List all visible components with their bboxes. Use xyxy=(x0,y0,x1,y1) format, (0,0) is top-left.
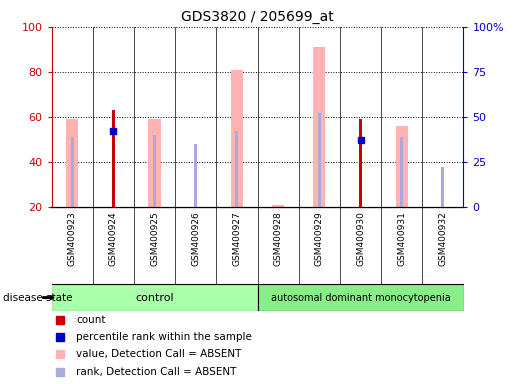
Text: GSM400923: GSM400923 xyxy=(67,211,77,266)
Title: GDS3820 / 205699_at: GDS3820 / 205699_at xyxy=(181,10,334,25)
Bar xyxy=(153,135,156,207)
Bar xyxy=(318,113,321,207)
Text: count: count xyxy=(76,314,106,325)
Text: rank, Detection Call = ABSENT: rank, Detection Call = ABSENT xyxy=(76,366,236,377)
Text: GSM400932: GSM400932 xyxy=(438,211,448,266)
Bar xyxy=(148,119,161,207)
Text: GSM400927: GSM400927 xyxy=(232,211,242,266)
Text: GSM400929: GSM400929 xyxy=(315,211,324,266)
Bar xyxy=(194,144,197,207)
Bar xyxy=(52,284,258,311)
Text: GSM400926: GSM400926 xyxy=(191,211,200,266)
Text: control: control xyxy=(135,293,174,303)
Bar xyxy=(71,137,74,207)
Text: disease state: disease state xyxy=(3,293,72,303)
Bar xyxy=(112,135,115,207)
Bar xyxy=(66,119,78,207)
Bar xyxy=(400,137,403,207)
Text: GSM400925: GSM400925 xyxy=(150,211,159,266)
Bar xyxy=(359,119,362,207)
Bar xyxy=(235,131,238,207)
Bar xyxy=(112,110,115,207)
Text: percentile rank within the sample: percentile rank within the sample xyxy=(76,332,252,342)
Text: GSM400924: GSM400924 xyxy=(109,211,118,266)
Bar xyxy=(441,167,444,207)
Bar xyxy=(272,205,284,207)
Bar xyxy=(359,140,362,207)
Bar xyxy=(258,284,464,311)
Text: GSM400928: GSM400928 xyxy=(273,211,283,266)
Text: value, Detection Call = ABSENT: value, Detection Call = ABSENT xyxy=(76,349,242,359)
Bar xyxy=(396,126,408,207)
Text: GSM400931: GSM400931 xyxy=(397,211,406,266)
Bar xyxy=(231,70,243,207)
Text: autosomal dominant monocytopenia: autosomal dominant monocytopenia xyxy=(270,293,451,303)
Bar xyxy=(313,47,325,207)
Text: GSM400930: GSM400930 xyxy=(356,211,365,266)
